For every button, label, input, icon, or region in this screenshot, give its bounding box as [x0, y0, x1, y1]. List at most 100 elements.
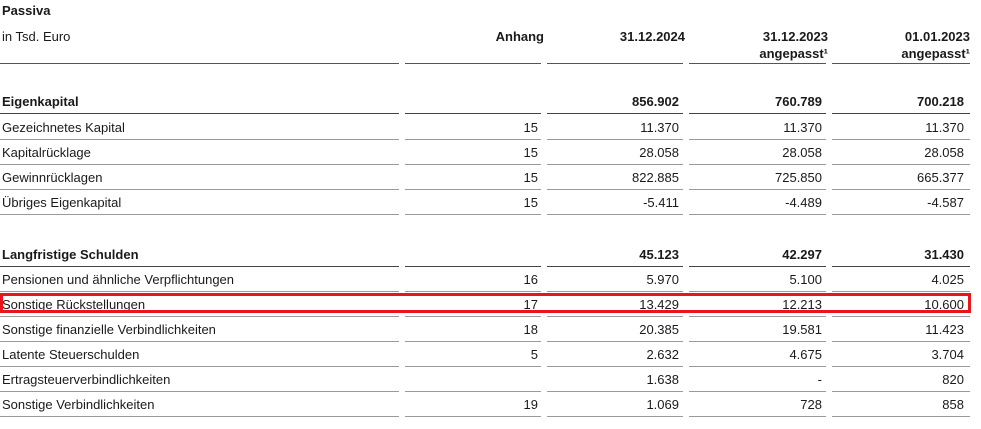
row-value-2024: 2.632: [646, 347, 679, 362]
row-rule: [0, 341, 399, 342]
table-title: Passiva: [2, 3, 51, 18]
row-value-2023: 28.058: [782, 145, 822, 160]
row-rule: [689, 164, 826, 165]
row-value-2023-01: 3.704: [931, 347, 964, 362]
row-rule: [547, 291, 683, 292]
row-rule: [405, 113, 541, 114]
row-note: 5: [530, 347, 538, 362]
header-rule-label: [0, 63, 399, 64]
header-rule-note: [405, 63, 541, 64]
header-col2-line2: angepasst¹: [759, 46, 828, 61]
row-rule: [832, 366, 970, 367]
row-value-2023-01: 10.600: [924, 297, 964, 312]
row-rule: [547, 316, 683, 317]
row-rule: [547, 214, 683, 215]
row-rule: [0, 164, 399, 165]
row-rule: [0, 214, 399, 215]
row-label: Langfristige Schulden: [2, 247, 139, 262]
row-rule: [405, 366, 541, 367]
row-rule: [405, 291, 541, 292]
row-value-2024: 1.069: [646, 397, 679, 412]
header-col3-line1: 01.01.2023: [904, 29, 970, 44]
row-value-2024: 856.902: [632, 94, 679, 109]
row-rule: [689, 316, 826, 317]
row-label: Latente Steuerschulden: [2, 347, 140, 362]
row-rule: [0, 416, 399, 417]
row-value-2024: 20.385: [639, 322, 679, 337]
row-label: Gewinnrücklagen: [2, 170, 103, 185]
row-value-2023-01: 31.430: [924, 247, 964, 262]
row-rule: [547, 366, 683, 367]
header-note: Anhang: [495, 29, 544, 44]
table-row: Ertragsteuerverbindlichkeiten 1.638 - 820: [0, 367, 975, 392]
row-value-2024: 45.123: [639, 247, 679, 262]
row-rule: [405, 416, 541, 417]
row-label: Ertragsteuerverbindlichkeiten: [2, 372, 171, 387]
row-value-2024: 5.970: [646, 272, 679, 287]
table-row: Latente Steuerschulden 5 2.632 4.675 3.704: [0, 342, 975, 367]
row-rule: [405, 189, 541, 190]
table-row: Sonstige Rückstellungen 17 13.429 12.213 10.…: [0, 292, 975, 317]
row-rule: [832, 164, 970, 165]
row-rule: [0, 139, 399, 140]
row-rule: [0, 266, 399, 267]
row-label: Übriges Eigenkapital: [2, 195, 122, 210]
row-rule: [405, 316, 541, 317]
row-label: Pensionen und ähnliche Verpflichtungen: [2, 272, 235, 287]
row-value-2024: 1.638: [646, 372, 679, 387]
unit-label: in Tsd. Euro: [2, 29, 71, 44]
row-value-2023: 4.675: [789, 347, 822, 362]
row-label: Kapitalrücklage: [2, 145, 91, 160]
highlight-box: [0, 293, 971, 313]
row-value-2023: 12.213: [782, 297, 822, 312]
row-rule: [832, 266, 970, 267]
row-note: 15: [523, 170, 538, 185]
row-rule: [405, 164, 541, 165]
row-rule: [689, 366, 826, 367]
row-value-2023-01: 11.370: [925, 120, 964, 135]
section-row: Eigenkapital 856.902 760.789 700.218: [0, 89, 975, 114]
row-rule: [547, 113, 683, 114]
row-rule: [689, 291, 826, 292]
row-rule: [405, 139, 541, 140]
row-value-2023: -4.489: [785, 195, 822, 210]
table-row: Übriges Eigenkapital 15 -5.411 -4.489 -4.587: [0, 190, 975, 215]
row-rule: [689, 139, 826, 140]
row-rule: [832, 139, 970, 140]
row-rule: [832, 113, 970, 114]
row-rule: [405, 266, 541, 267]
row-note: 15: [523, 195, 538, 210]
row-rule: [547, 391, 683, 392]
row-rule: [0, 391, 399, 392]
row-rule: [689, 189, 826, 190]
row-note: 18: [523, 322, 538, 337]
row-rule: [0, 291, 399, 292]
row-note: 19: [523, 397, 538, 412]
row-note: 16: [523, 272, 538, 287]
row-value-2023-01: 4.025: [931, 272, 964, 287]
row-rule: [405, 391, 541, 392]
row-note: 17: [523, 297, 538, 312]
table-row: Pensionen und ähnliche Verpflichtungen 16…: [0, 267, 975, 292]
row-rule: [689, 341, 826, 342]
row-value-2023-01: 700.218: [917, 94, 964, 109]
table-row: Gewinnrücklagen 15 822.885 725.850 665.377: [0, 165, 975, 190]
row-value-2024: 822.885: [632, 170, 679, 185]
row-rule: [832, 189, 970, 190]
row-value-2023: 728: [800, 397, 822, 412]
row-value-2023: 19.581: [782, 322, 822, 337]
row-rule: [405, 341, 541, 342]
table-row: Gezeichnetes Kapital 15 11.370 11.370 11.370: [0, 115, 975, 140]
row-rule: [0, 366, 399, 367]
header-col1: 31.12.2024: [619, 29, 685, 44]
row-rule: [547, 164, 683, 165]
row-rule: [689, 416, 826, 417]
table-row: Sonstige finanzielle Verbindlichkeiten 18…: [0, 317, 975, 342]
row-value-2023-01: 858: [942, 397, 964, 412]
table-row: Sonstige Verbindlichkeiten 19 1.069 728 858: [0, 392, 975, 417]
header-col3-line2: angepasst¹: [901, 46, 970, 61]
row-rule: [547, 266, 683, 267]
row-label: Sonstige Verbindlichkeiten: [2, 397, 155, 412]
row-rule: [832, 291, 970, 292]
row-rule: [0, 316, 399, 317]
